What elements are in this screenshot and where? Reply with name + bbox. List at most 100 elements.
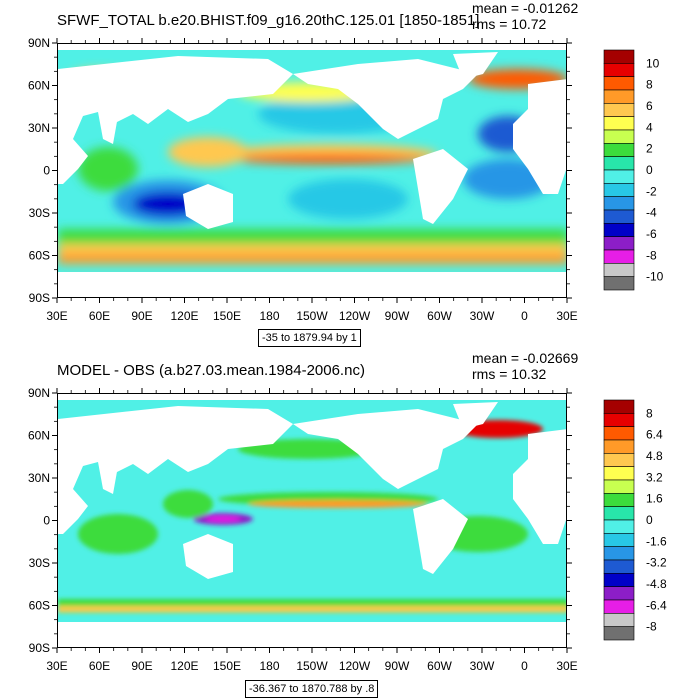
colorbar-swatch — [603, 626, 635, 641]
lon-tick-label: 60E — [89, 659, 110, 673]
colorbar-swatch — [603, 599, 635, 614]
colorbar-label: 3.2 — [646, 470, 663, 484]
contour-range: -35 to 1879.94 by 1 — [258, 329, 361, 347]
lat-tick-label: 30N — [28, 471, 50, 485]
map-field — [58, 44, 566, 297]
colorbar-swatch — [603, 196, 635, 211]
panel-title: MODEL - OBS (a.b27.03.mean.1984-2006.nc) — [57, 362, 365, 379]
colorbar-swatch — [603, 223, 635, 237]
colorbar-swatch — [603, 573, 635, 587]
colorbar-swatch — [603, 143, 635, 157]
colorbar-swatch — [603, 493, 635, 507]
lon-tick-label: 60W — [427, 659, 452, 673]
lat-tick-label: 30N — [28, 121, 50, 135]
lon-tick-label: 0 — [521, 659, 528, 673]
colorbar-label: -6 — [646, 227, 657, 241]
colorbar-swatch — [603, 466, 635, 481]
colorbar-swatch — [603, 103, 635, 117]
rms-value: rms = 10.32 — [472, 366, 547, 382]
colorbar-swatch — [603, 426, 635, 441]
colorbar-swatch — [603, 453, 635, 467]
colorbar-swatch — [603, 63, 635, 77]
colorbar-label: 1.6 — [646, 492, 663, 506]
colorbar-swatch — [603, 546, 635, 561]
lat-tick-label: 90S — [29, 291, 50, 305]
lon-tick-label: 90E — [131, 659, 152, 673]
colorbar-label: 6.4 — [646, 428, 663, 442]
mean-value: mean = -0.01262 — [472, 0, 579, 16]
colorbar-label: -2 — [646, 184, 657, 198]
land-mask — [58, 44, 566, 297]
lon-tick-label: 120W — [339, 659, 371, 673]
colorbar-swatch — [603, 439, 635, 454]
colorbar-label: 0 — [646, 163, 653, 177]
bottom-panel: MODEL - OBS (a.b27.03.mean.1984-2006.nc)… — [0, 350, 700, 700]
map-plot — [57, 393, 567, 648]
land-mask — [58, 394, 566, 647]
colorbar-swatch — [603, 613, 635, 627]
colorbar-label: 8 — [646, 406, 653, 420]
colorbar-swatch — [603, 129, 635, 144]
lat-tick-label: 60S — [29, 249, 50, 263]
colorbar-label: 8 — [646, 78, 653, 92]
colorbar-label: -4 — [646, 206, 657, 220]
lon-tick-label: 30W — [470, 659, 495, 673]
colorbar-swatch — [603, 413, 635, 427]
colorbar-swatch — [603, 559, 635, 574]
colorbar-swatch — [603, 209, 635, 224]
lon-tick-label: 90W — [385, 309, 410, 323]
colorbar-swatch — [603, 519, 635, 534]
colorbar-swatch — [603, 169, 635, 184]
lon-tick-label: 150W — [296, 659, 328, 673]
colorbar-label: -6.4 — [646, 598, 667, 612]
map-plot — [57, 43, 567, 298]
rms-value: rms = 10.72 — [472, 16, 547, 32]
colorbar-label: -4.8 — [646, 577, 667, 591]
colorbar-label: 4 — [646, 120, 653, 134]
lat-tick-label: 0 — [43, 164, 50, 178]
lon-tick-label: 150E — [213, 659, 241, 673]
lon-tick-label: 90W — [385, 659, 410, 673]
colorbar-swatch — [603, 506, 635, 521]
contour-range: -36.367 to 1870.788 by .8 — [245, 680, 379, 698]
lon-tick-label: 180 — [259, 309, 279, 323]
colorbar-label: 10 — [646, 56, 660, 70]
colorbar-swatch — [603, 76, 635, 91]
lat-tick-label: 90N — [28, 36, 50, 50]
lat-tick-label: 60N — [28, 429, 50, 443]
lon-tick-label: 30E — [556, 309, 577, 323]
lon-tick-label: 60E — [89, 309, 110, 323]
colorbar-swatch — [603, 49, 635, 64]
lon-tick-label: 180 — [259, 659, 279, 673]
colorbar-label: -8 — [646, 620, 657, 634]
colorbar-label: 4.8 — [646, 449, 663, 463]
colorbar-label: -10 — [646, 270, 664, 284]
lon-tick-label: 30E — [46, 659, 67, 673]
colorbar-swatch — [603, 586, 635, 601]
panel-title: SFWF_TOTAL b.e20.BHIST.f09_g16.20thC.125… — [57, 12, 480, 29]
lat-tick-label: 30S — [29, 206, 50, 220]
colorbar-swatch — [603, 116, 635, 131]
mean-value: mean = -0.02669 — [472, 350, 579, 366]
lat-tick-label: 90S — [29, 641, 50, 655]
lon-tick-label: 30E — [46, 309, 67, 323]
colorbar-swatch — [603, 236, 635, 251]
colorbar-swatch — [603, 89, 635, 104]
top-panel: SFWF_TOTAL b.e20.BHIST.f09_g16.20thC.125… — [28, 0, 664, 347]
colorbar-swatch — [603, 156, 635, 171]
lat-tick-label: 90N — [28, 386, 50, 400]
stats: mean = -0.02669 rms = 10.32 — [472, 350, 578, 382]
colorbar-swatch — [603, 263, 635, 277]
lon-tick-label: 120W — [339, 309, 371, 323]
lon-tick-label: 120E — [170, 309, 198, 323]
lon-tick-label: 90E — [131, 309, 152, 323]
lon-tick-label: 60W — [427, 309, 452, 323]
colorbar-swatch — [603, 479, 635, 494]
colorbar-label: 2 — [646, 142, 653, 156]
colorbar-label: -1.6 — [646, 534, 667, 548]
colorbar-swatch — [603, 183, 635, 197]
colorbar-label: 6 — [646, 99, 653, 113]
lon-tick-label: 150W — [296, 309, 328, 323]
lon-tick-label: 120E — [170, 659, 198, 673]
lat-tick-label: 60N — [28, 79, 50, 93]
